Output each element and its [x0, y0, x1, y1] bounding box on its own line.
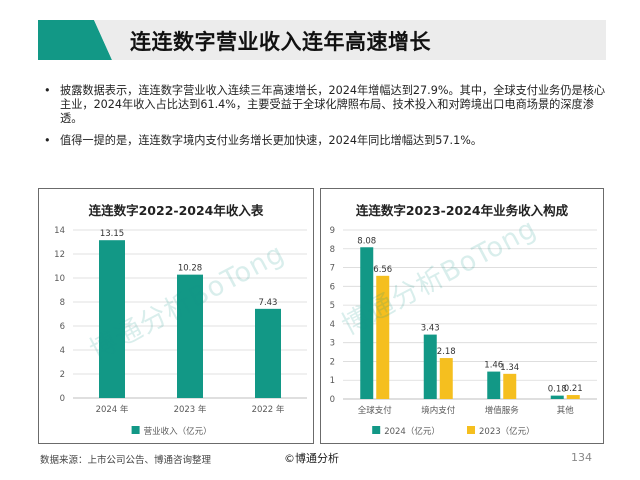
x-tick-label: 其他 [557, 405, 575, 416]
bullet-list: • 披露数据表示，连连数字营业收入连续三年高速增长，2024年增幅达到27.9%… [40, 84, 610, 156]
x-tick-label: 2024 年 [96, 404, 129, 415]
bar [255, 308, 281, 398]
bar [487, 371, 501, 399]
bar [99, 240, 125, 398]
bar [439, 358, 453, 399]
y-tick-label: 14 [54, 226, 65, 236]
footer-brand: ©博通分析 [284, 452, 339, 465]
data-label: 0.18 [548, 385, 567, 395]
y-tick-label: 8 [330, 245, 335, 255]
bullet-dot-icon: • [44, 134, 51, 147]
data-source-note: 数据来源：上市公司公告、博通咨询整理 [40, 455, 212, 466]
data-label: 0.21 [564, 384, 583, 394]
bar [423, 334, 437, 399]
y-tick-label: 4 [330, 320, 335, 330]
bullet-text: 披露数据表示，连连数字营业收入连续三年高速增长，2024年增幅达到27.9%。其… [60, 84, 606, 125]
y-tick-label: 0 [60, 394, 65, 404]
y-tick-label: 4 [60, 346, 65, 356]
legend-label: 营业收入（亿元） [144, 426, 212, 437]
bar [360, 247, 374, 399]
bar [566, 395, 580, 399]
y-tick-label: 0 [330, 395, 335, 405]
data-label: 1.46 [484, 361, 503, 371]
data-label: 6.56 [373, 265, 392, 275]
business-chart-title: 连连数字2023-2024年业务收入构成 [355, 203, 569, 218]
bar [376, 275, 390, 399]
y-tick-label: 6 [60, 322, 65, 332]
bullet-dot-icon: • [44, 84, 51, 97]
y-tick-label: 2 [330, 357, 335, 367]
y-tick-label: 2 [60, 370, 65, 380]
x-tick-label: 全球支付 [358, 405, 393, 416]
data-label: 10.28 [178, 264, 202, 274]
y-tick-label: 10 [54, 274, 65, 284]
data-label: 8.08 [357, 236, 376, 246]
title-bar: 连连数字营业收入连年高速增长 [38, 20, 606, 60]
bar [177, 274, 203, 398]
data-label: 1.34 [500, 363, 519, 373]
data-label: 13.15 [100, 229, 124, 239]
data-label: 2.18 [437, 347, 456, 357]
legend-label: 2023（亿元） [479, 426, 535, 437]
y-tick-label: 1 [330, 376, 335, 386]
x-tick-label: 增值服务 [485, 405, 520, 416]
y-tick-label: 8 [60, 298, 65, 308]
bullet-item: • 披露数据表示，连连数字营业收入连续三年高速增长，2024年增幅达到27.9%… [40, 84, 610, 126]
title-banner-shape [38, 20, 606, 60]
business-chart: 0 1 2 3 4 5 6 7 8 9 全球支付 8.08 6.56 境内支付 3.43 2.18 增值服务 1.… [330, 226, 597, 437]
data-label: 7.43 [259, 298, 278, 308]
legend-swatch [131, 426, 140, 434]
page-number: 134 [571, 451, 592, 464]
revenue-chart-panel: 连连数字2022-2024年收入表 0 2 4 6 8 10 12 14 2024 年 13.15… [38, 188, 314, 444]
revenue-chart: 0 2 4 6 8 10 12 14 2024 年 13.15 2023 年 10.28 2022 年 7… [54, 226, 307, 437]
y-tick-label: 6 [330, 282, 335, 292]
y-tick-label: 9 [330, 226, 335, 236]
data-label: 3.43 [421, 324, 440, 334]
legend-swatch [372, 426, 381, 434]
revenue-chart-title: 连连数字2022-2024年收入表 [88, 203, 264, 218]
bullet-text: 值得一提的是，连连数字境内支付业务增长更加快速，2024年同比增幅达到57.1%… [60, 134, 483, 147]
x-tick-label: 境内支付 [421, 405, 456, 416]
legend-swatch [467, 426, 475, 434]
business-chart-panel: 连连数字2023-2024年业务收入构成 0 1 2 3 4 5 6 7 8 9 全球支付 8.08 6… [320, 188, 604, 444]
bar [550, 395, 564, 399]
y-tick-label: 12 [54, 250, 65, 260]
x-tick-label: 2022 年 [252, 404, 285, 415]
bullet-item: • 值得一提的是，连连数字境内支付业务增长更加快速，2024年同比增幅达到57.… [40, 134, 610, 148]
x-tick-label: 2023 年 [174, 404, 207, 415]
bar [503, 373, 517, 399]
page-title: 连连数字营业收入连年高速增长 [130, 30, 431, 54]
legend-label: 2024（亿元） [384, 426, 440, 437]
y-tick-label: 5 [330, 301, 335, 311]
y-tick-label: 7 [330, 264, 335, 274]
y-tick-label: 3 [330, 339, 335, 349]
